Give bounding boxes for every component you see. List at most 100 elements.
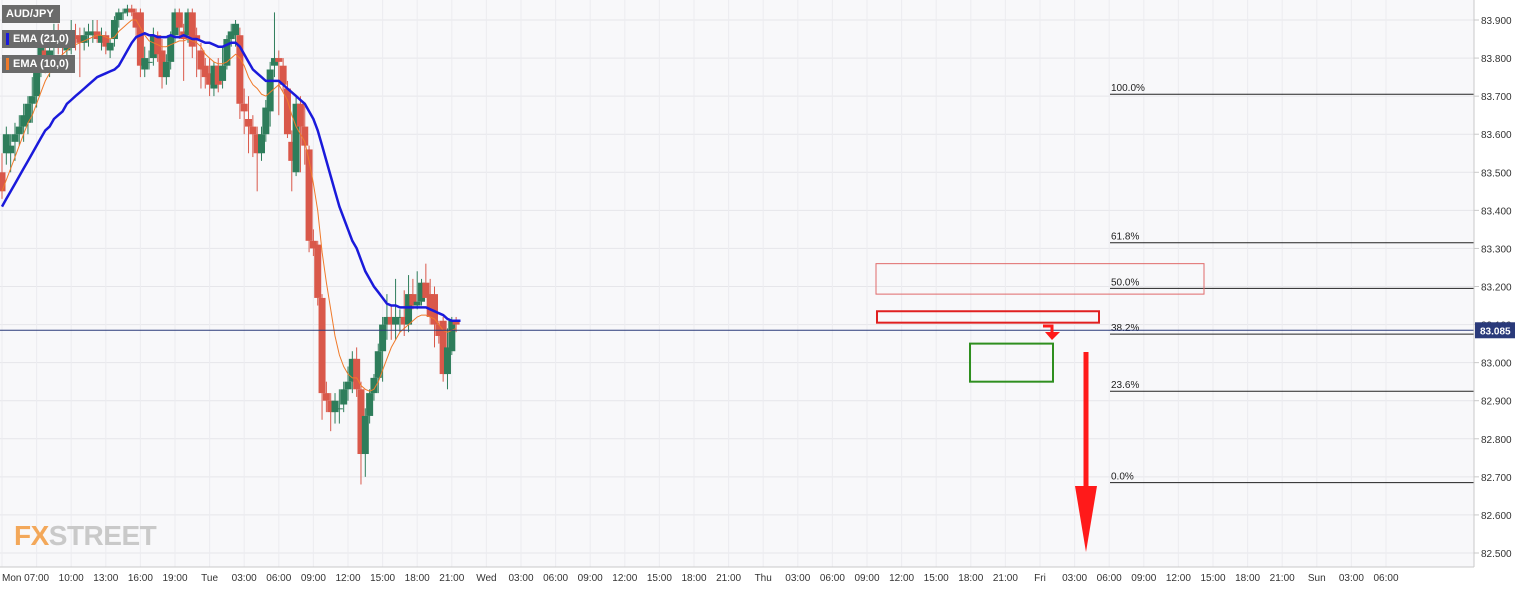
x-tick-label: 06:00 bbox=[266, 573, 291, 584]
candle-body bbox=[2, 134, 10, 154]
ema10-legend[interactable]: EMA (10,0) bbox=[2, 55, 75, 73]
x-tick-label: 21:00 bbox=[993, 573, 1018, 584]
candle-body bbox=[214, 65, 222, 85]
candle-body bbox=[89, 31, 97, 36]
candle-body bbox=[266, 69, 274, 112]
candle-body bbox=[340, 389, 348, 405]
candle-body bbox=[439, 320, 447, 375]
x-tick-label: 12:00 bbox=[1166, 573, 1191, 584]
x-tick-label: 09:00 bbox=[854, 573, 879, 584]
x-tick-label: 12:00 bbox=[335, 573, 360, 584]
x-tick-label: 09:00 bbox=[1131, 573, 1156, 584]
fib-label: 50.0% bbox=[1111, 277, 1139, 288]
candle-body bbox=[387, 316, 395, 325]
x-tick-label: Wed bbox=[476, 573, 496, 584]
candle-body bbox=[331, 400, 339, 413]
x-axis: Mon 07:00 10:00 13:00 16:00 19:00 Tue 03:00 06:0… bbox=[2, 573, 1399, 584]
candle-body bbox=[145, 61, 153, 63]
fib-label: 100.0% bbox=[1111, 83, 1145, 94]
x-tick-label: 18:00 bbox=[1235, 573, 1260, 584]
candle-body bbox=[253, 134, 261, 154]
y-tick-label: 82.900 bbox=[1481, 397, 1512, 408]
fib-label: 23.6% bbox=[1111, 380, 1139, 391]
small-down-arrow-head bbox=[1045, 332, 1060, 340]
x-tick-label: 07:00 bbox=[24, 573, 49, 584]
candle-body bbox=[258, 134, 265, 154]
x-tick-label: 15:00 bbox=[1200, 573, 1225, 584]
ema21-legend[interactable]: EMA (21,0) bbox=[2, 30, 75, 48]
candle-body bbox=[72, 35, 80, 40]
candle-body bbox=[392, 316, 400, 325]
candle-body bbox=[288, 141, 296, 161]
candle-body bbox=[292, 103, 300, 173]
ema10-swatch bbox=[6, 58, 9, 70]
x-tick-label: 06:00 bbox=[1097, 573, 1122, 584]
candle-body bbox=[344, 381, 352, 390]
y-tick-label: 83.500 bbox=[1481, 168, 1512, 179]
symbol-label[interactable]: AUD/JPY bbox=[2, 5, 60, 23]
candle-body bbox=[20, 115, 28, 127]
x-tick-label: 13:00 bbox=[93, 573, 118, 584]
candle-body bbox=[162, 61, 170, 78]
x-tick-label: 06:00 bbox=[1373, 573, 1398, 584]
candle-body bbox=[167, 35, 175, 62]
ema21-swatch bbox=[6, 33, 9, 45]
fib-label: 61.8% bbox=[1111, 232, 1139, 243]
fxstreet-logo: FXSTREET bbox=[14, 520, 157, 551]
zones bbox=[875, 263, 1205, 383]
candle-body bbox=[448, 320, 456, 352]
candle-body bbox=[443, 347, 451, 375]
y-tick-label: 82.600 bbox=[1481, 511, 1512, 522]
candle-body bbox=[227, 31, 235, 40]
candle-body bbox=[236, 35, 244, 104]
candle-body bbox=[348, 358, 356, 382]
candle-body bbox=[431, 294, 438, 325]
candle-body bbox=[97, 35, 105, 43]
candle-body bbox=[396, 316, 404, 318]
x-tick-label: Fri bbox=[1034, 573, 1046, 584]
candle-body bbox=[270, 58, 278, 66]
ema10-line bbox=[1, 19, 457, 392]
y-tick-label: 83.000 bbox=[1481, 359, 1512, 370]
candle-body bbox=[76, 35, 84, 43]
candle-body bbox=[275, 58, 283, 62]
plot-background bbox=[0, 0, 1474, 567]
x-tick-label: 10:00 bbox=[59, 573, 84, 584]
candle-body bbox=[370, 377, 378, 394]
x-tick-label: 18:00 bbox=[405, 573, 430, 584]
candle-body bbox=[452, 320, 460, 325]
candle-body bbox=[184, 12, 192, 36]
candle-body bbox=[223, 39, 231, 66]
candle-body bbox=[283, 88, 291, 135]
x-tick-label: Sun bbox=[1308, 573, 1326, 584]
x-tick-label: 06:00 bbox=[820, 573, 845, 584]
x-tick-label: Mon bbox=[2, 573, 21, 584]
x-tick-label: 15:00 bbox=[924, 573, 949, 584]
x-tick-label: 06:00 bbox=[543, 573, 568, 584]
ema21-line bbox=[0, 31, 461, 323]
x-tick-label: 18:00 bbox=[958, 573, 983, 584]
x-tick-label: 18:00 bbox=[681, 573, 706, 584]
y-tick-label: 83.900 bbox=[1481, 16, 1512, 27]
candle-body bbox=[335, 408, 343, 410]
candle-body bbox=[400, 316, 408, 325]
candle-body bbox=[413, 301, 421, 306]
candle-body bbox=[136, 12, 144, 66]
candle-body bbox=[85, 31, 92, 36]
x-tick-label: 12:00 bbox=[612, 573, 637, 584]
candle-body bbox=[318, 297, 326, 394]
resistance-zone bbox=[876, 310, 1100, 324]
candle-body bbox=[206, 73, 214, 85]
big-down-arrow-head bbox=[1075, 486, 1097, 552]
candles bbox=[0, 4, 460, 485]
candle-body bbox=[366, 393, 374, 416]
small-down-arrow-shaft bbox=[1043, 324, 1054, 333]
y-tick-label: 83.400 bbox=[1481, 206, 1512, 217]
candle-body bbox=[219, 65, 227, 81]
candle-body bbox=[418, 282, 426, 302]
candle-body bbox=[314, 244, 322, 298]
x-tick-label: 15:00 bbox=[370, 573, 395, 584]
fib-label: 0.0% bbox=[1111, 472, 1134, 483]
